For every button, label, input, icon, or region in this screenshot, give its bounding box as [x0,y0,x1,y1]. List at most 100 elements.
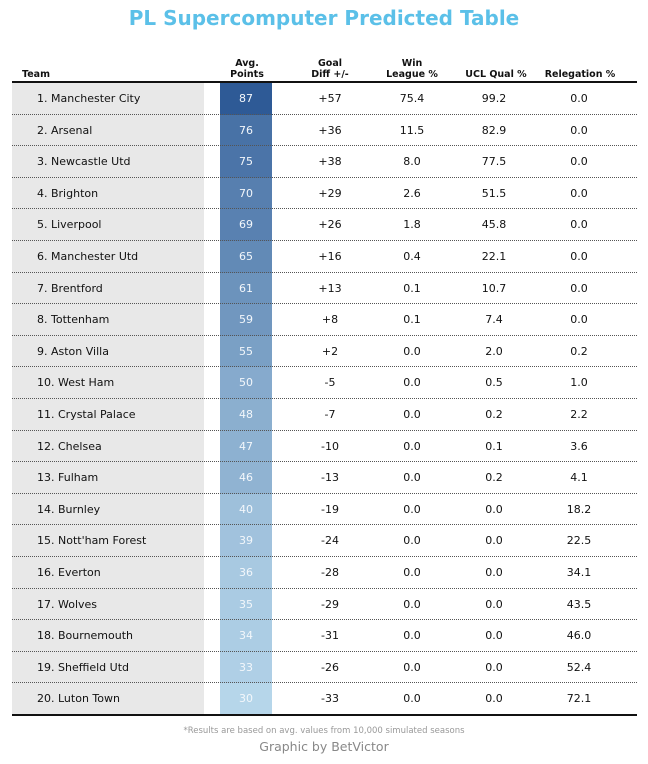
header-ucl: UCL Qual % [465,69,527,80]
ucl-cell: 0.0 [485,660,503,674]
points-bar [220,146,272,178]
team-cell: 4. Brighton [37,186,99,200]
row-divider [12,429,637,431]
team-cell: 7. Brentford [37,281,103,295]
table-row: 20. Luton Town 30 -33 0.0 0.0 72.1 [12,683,637,715]
header-relegation: Relegation % [544,69,616,80]
points-bar [220,304,272,336]
win-league-cell: 8.0 [403,155,421,169]
points-cell: 55 [239,344,253,358]
team-cell: 17. Wolves [37,597,98,611]
row-divider [12,619,637,621]
win-league-cell: 75.4 [399,92,425,105]
relegation-cell: 52.4 [566,660,592,674]
table-row: 17. Wolves 35 -29 0.0 0.0 43.5 [12,588,637,621]
ucl-cell: 10.7 [481,281,507,295]
win-league-cell: 0.0 [403,439,421,453]
win-league-cell: 0.0 [403,344,421,358]
row-divider [12,145,637,147]
goal-diff-cell: +36 [318,123,342,137]
win-league-cell: 0.0 [403,534,421,548]
table-row: 3. Newcastle Utd 75 +38 8.0 77.5 0.0 [12,146,637,178]
table-row: 9. Aston Villa 55 +2 0.0 2.0 0.2 [12,335,637,368]
table-row: 12. Chelsea 47 -10 0.0 0.1 3.6 [12,430,637,463]
points-bar [220,272,272,305]
header-team: Team [22,69,50,80]
table-row: 13. Fulham 46 -13 0.0 0.2 4.1 [12,462,637,494]
team-cell: 18. Bournemouth [37,629,134,643]
goal-diff-cell: -31 [321,629,339,643]
team-cell: 16. Everton [37,566,101,579]
points-cell: 47 [239,439,253,453]
win-league-cell: 2.6 [403,186,421,200]
relegation-cell: 2.2 [570,408,588,421]
points-bar [220,525,272,557]
goal-diff-cell: +2 [321,344,339,358]
goal-diff-cell: +38 [318,155,342,169]
ucl-cell: 45.8 [481,218,507,232]
points-bar [220,493,272,526]
relegation-cell: 0.0 [570,218,588,232]
table-row: 1. Manchester City 87 +57 75.4 99.2 0.0 [12,83,637,115]
table-bottom-rule [12,714,637,716]
points-bar [220,462,272,494]
team-cell: 11. Crystal Palace [37,408,136,421]
win-league-cell: 0.0 [403,502,421,516]
relegation-cell: 34.1 [566,566,592,579]
relegation-cell: 0.2 [570,344,588,358]
table-row: 15. Nott'ham Forest 39 -24 0.0 0.0 22.5 [12,525,637,557]
points-cell: 50 [239,376,253,390]
ucl-cell: 22.1 [481,250,507,263]
table-row: 2. Arsenal 76 +36 11.5 82.9 0.0 [12,114,637,147]
team-cell: 14. Burnley [37,502,101,516]
row-divider [12,492,637,494]
team-cell: 8. Tottenham [37,313,110,327]
points-bar [220,241,272,273]
points-cell: 48 [239,408,253,421]
table-row: 8. Tottenham 59 +8 0.1 7.4 0.0 [12,304,637,336]
points-bar [220,557,272,589]
table-row: 10. West Ham 50 -5 0.0 0.5 1.0 [12,367,637,399]
goal-diff-cell: -5 [324,376,336,390]
points-cell: 70 [239,186,253,200]
win-league-cell: 0.1 [403,313,421,327]
win-league-cell: 0.0 [403,566,421,579]
points-cell: 34 [239,629,253,643]
goal-diff-cell: -28 [321,566,339,579]
goal-diff-cell: -24 [321,534,339,548]
points-bar [220,83,272,115]
points-cell: 76 [239,123,253,137]
ucl-cell: 51.5 [481,186,507,200]
win-league-cell: 0.0 [403,376,421,390]
ucl-cell: 77.5 [481,155,507,169]
team-cell: 6. Manchester Utd [37,250,139,263]
row-divider [12,366,637,368]
points-cell: 75 [239,155,253,169]
team-cell: 19. Sheffield Utd [37,660,129,674]
points-bar [220,430,272,463]
points-cell: 40 [239,502,253,516]
table-row: 4. Brighton 70 +29 2.6 51.5 0.0 [12,177,637,210]
goal-diff-cell: -29 [321,597,339,611]
row-divider [12,208,637,210]
win-league-cell: 0.0 [403,660,421,674]
row-divider [12,176,637,178]
relegation-cell: 72.1 [566,692,592,706]
ucl-cell: 7.4 [485,313,503,327]
points-bar [220,114,272,147]
points-cell: 30 [239,692,253,706]
relegation-cell: 22.5 [566,534,592,548]
points-bar [220,620,272,652]
header-points: Avg. Points [230,58,264,80]
relegation-cell: 0.0 [570,92,588,105]
ucl-cell: 0.5 [485,376,503,390]
points-bar [220,399,272,431]
table-row: 7. Brentford 61 +13 0.1 10.7 0.0 [12,272,637,305]
row-divider [12,397,637,399]
team-cell: 12. Chelsea [37,439,102,453]
row-divider [12,461,637,463]
row-divider [12,555,637,557]
points-bar [220,651,272,684]
points-cell: 69 [239,218,253,232]
win-league-cell: 1.8 [403,218,421,232]
